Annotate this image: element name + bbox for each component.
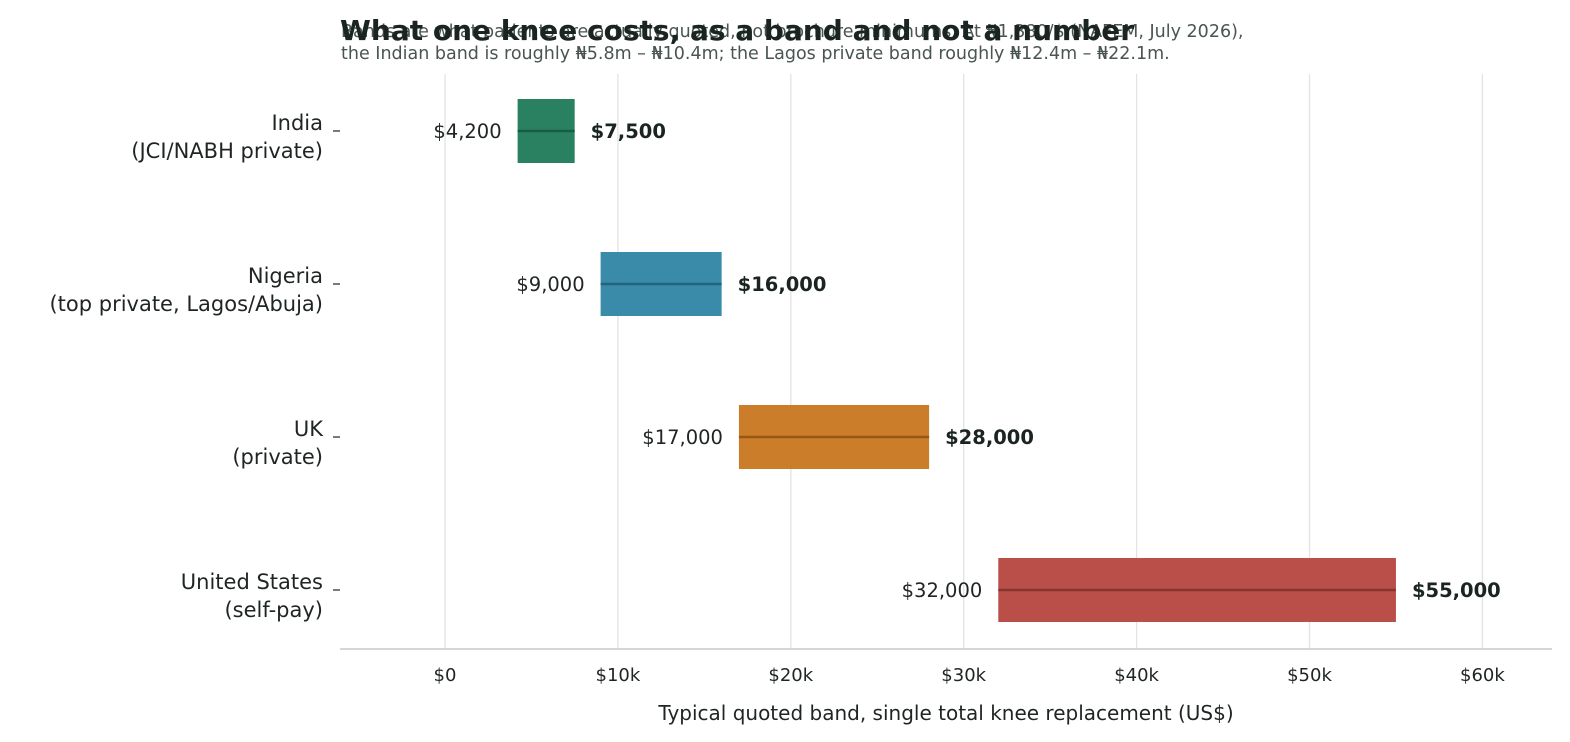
x-axis: $0 $10k $20k $30k $40k $50k $60k <box>340 648 1552 686</box>
chart-title: What one knee costs, as a band and not a… <box>340 14 1134 47</box>
high-value-label: $55,000 <box>1412 579 1501 602</box>
high-value-label: $16,000 <box>738 273 827 296</box>
x-tick-label: $0 <box>434 665 457 686</box>
chart-subtitle-line-1: Bands are what patients are actually quo… <box>341 22 1243 42</box>
category-label: India <box>271 111 323 135</box>
x-tick-label: $20k <box>768 665 813 686</box>
category-sublabel: (JCI/NABH private) <box>131 139 323 163</box>
low-value-label: $4,200 <box>433 120 501 143</box>
x-tick-label: $40k <box>1114 665 1159 686</box>
category-label: United States <box>181 570 323 594</box>
bar-series <box>517 99 1396 622</box>
x-tick-label: $50k <box>1287 665 1332 686</box>
x-axis-label: Typical quoted band, single total knee r… <box>657 701 1233 725</box>
high-value-label: $28,000 <box>945 426 1034 449</box>
category-axis: India (JCI/NABH private) Nigeria (top priva… <box>49 111 340 622</box>
category-sublabel: (self-pay) <box>224 598 323 622</box>
category-sublabel: (private) <box>232 445 323 469</box>
x-tick-label: $10k <box>596 665 641 686</box>
bar-labels: $4,200 $7,500 $9,000 $16,000 $17,000 $28,000 $… <box>433 120 1500 602</box>
category-label: UK <box>294 417 324 441</box>
chart-subtitle-line-2: the Indian band is roughly ₦5.8m – ₦10.4… <box>341 44 1170 64</box>
high-value-label: $7,500 <box>591 120 666 143</box>
grid-lines <box>444 74 1484 649</box>
category-label: Nigeria <box>248 264 323 288</box>
x-tick-label: $30k <box>941 665 986 686</box>
low-value-label: $32,000 <box>902 579 983 602</box>
category-sublabel: (top private, Lagos/Abuja) <box>49 292 323 316</box>
x-tick-label: $60k <box>1460 665 1505 686</box>
low-value-label: $9,000 <box>516 273 584 296</box>
low-value-label: $17,000 <box>642 426 723 449</box>
